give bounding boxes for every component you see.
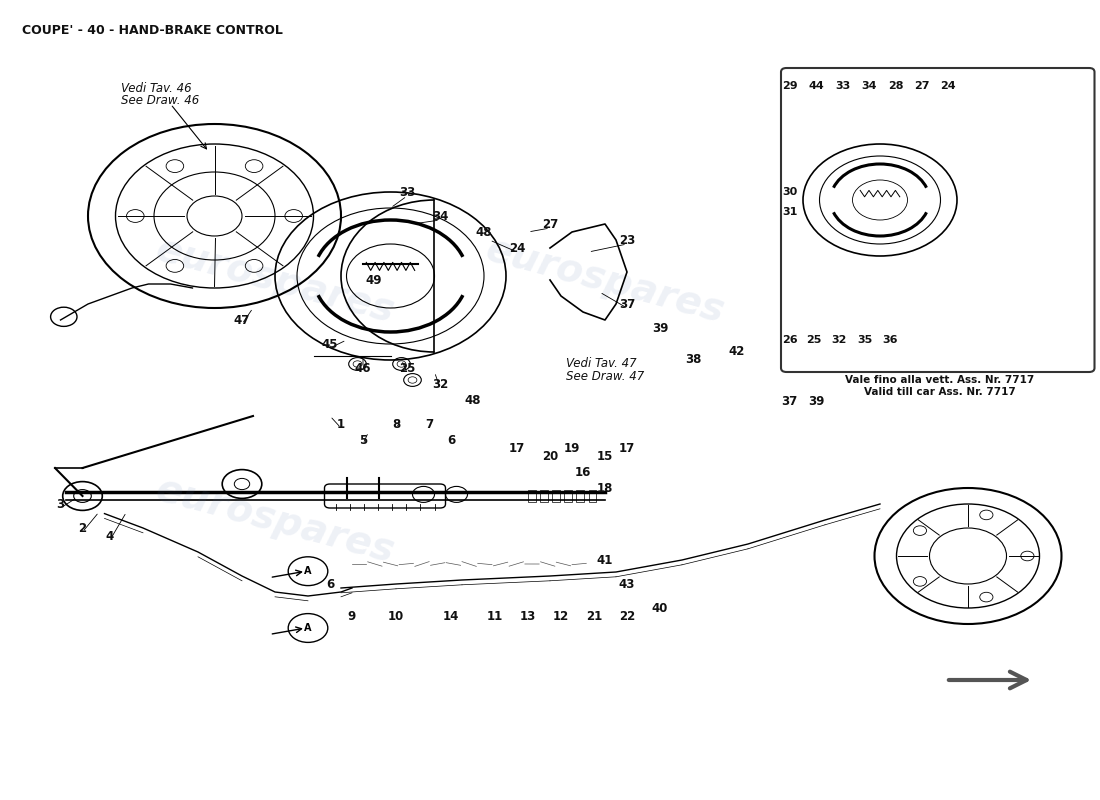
Text: 32: 32 — [832, 335, 847, 345]
Text: 32: 32 — [432, 378, 448, 390]
Text: See Draw. 46: See Draw. 46 — [121, 94, 199, 106]
Text: Vedi Tav. 47: Vedi Tav. 47 — [566, 358, 637, 370]
Text: 17: 17 — [509, 442, 525, 454]
Text: Vedi Tav. 46: Vedi Tav. 46 — [121, 82, 191, 94]
Bar — [552, 490, 560, 502]
Text: 40: 40 — [652, 602, 668, 614]
Text: 27: 27 — [542, 218, 558, 230]
Text: 8: 8 — [392, 418, 400, 430]
Text: 47: 47 — [234, 314, 250, 326]
Text: 33: 33 — [835, 81, 850, 90]
Text: 7: 7 — [425, 418, 433, 430]
Text: 38: 38 — [685, 354, 701, 366]
Text: 4: 4 — [106, 530, 114, 542]
Text: 9: 9 — [348, 610, 356, 622]
Text: 37: 37 — [619, 298, 635, 310]
Text: 20: 20 — [542, 450, 558, 462]
Text: 39: 39 — [652, 322, 668, 334]
Text: 30: 30 — [782, 187, 797, 197]
Text: 22: 22 — [619, 610, 635, 622]
Bar — [576, 490, 584, 502]
Text: 24: 24 — [509, 242, 525, 254]
Text: 34: 34 — [432, 210, 448, 222]
Text: 29: 29 — [782, 81, 797, 90]
Bar — [588, 490, 596, 502]
Text: 28: 28 — [888, 81, 903, 90]
Bar — [528, 490, 536, 502]
Text: 13: 13 — [520, 610, 536, 622]
Text: 16: 16 — [575, 466, 591, 478]
Text: 14: 14 — [443, 610, 459, 622]
Text: 48: 48 — [464, 394, 482, 406]
Text: Vale fino alla vett. Ass. Nr. 7717: Vale fino alla vett. Ass. Nr. 7717 — [845, 375, 1034, 385]
Text: eurospares: eurospares — [152, 230, 398, 330]
Text: 46: 46 — [354, 362, 372, 374]
Text: 18: 18 — [597, 482, 613, 494]
Text: 37: 37 — [782, 395, 797, 408]
Text: 27: 27 — [914, 81, 929, 90]
Text: 5: 5 — [359, 434, 367, 446]
Text: 15: 15 — [597, 450, 613, 462]
Text: A: A — [305, 566, 311, 576]
Text: 19: 19 — [564, 442, 580, 454]
Text: 31: 31 — [782, 207, 797, 217]
Bar — [564, 490, 572, 502]
Text: Valid till car Ass. Nr. 7717: Valid till car Ass. Nr. 7717 — [864, 387, 1015, 397]
Text: A: A — [305, 623, 311, 633]
Text: 21: 21 — [586, 610, 602, 622]
Text: 3: 3 — [56, 498, 65, 510]
Text: 26: 26 — [782, 335, 797, 345]
Text: 10: 10 — [388, 610, 404, 622]
Text: 41: 41 — [597, 554, 613, 566]
Text: 33: 33 — [399, 186, 415, 198]
Text: 34: 34 — [861, 81, 877, 90]
Text: 43: 43 — [619, 578, 635, 590]
Text: 48: 48 — [475, 226, 493, 238]
Bar — [540, 490, 548, 502]
Text: 25: 25 — [806, 335, 822, 345]
Text: eurospares: eurospares — [482, 230, 728, 330]
Text: 1: 1 — [337, 418, 345, 430]
Text: 44: 44 — [808, 81, 824, 90]
Text: 25: 25 — [399, 362, 415, 374]
Text: 12: 12 — [553, 610, 569, 622]
Text: 6: 6 — [447, 434, 455, 446]
Text: eurospares: eurospares — [152, 470, 398, 570]
Text: 11: 11 — [487, 610, 503, 622]
Text: 39: 39 — [808, 395, 824, 408]
Text: 6: 6 — [326, 578, 334, 590]
Text: 36: 36 — [882, 335, 898, 345]
Text: 2: 2 — [78, 522, 87, 534]
Text: 42: 42 — [729, 346, 745, 358]
Text: 45: 45 — [321, 338, 339, 350]
FancyBboxPatch shape — [781, 68, 1094, 372]
Text: 49: 49 — [365, 274, 383, 286]
Text: COUPE' - 40 - HAND-BRAKE CONTROL: COUPE' - 40 - HAND-BRAKE CONTROL — [22, 24, 283, 37]
Text: See Draw. 47: See Draw. 47 — [566, 370, 645, 382]
Text: 17: 17 — [619, 442, 635, 454]
Text: 24: 24 — [940, 81, 956, 90]
Text: 35: 35 — [857, 335, 872, 345]
Text: 23: 23 — [619, 234, 635, 246]
